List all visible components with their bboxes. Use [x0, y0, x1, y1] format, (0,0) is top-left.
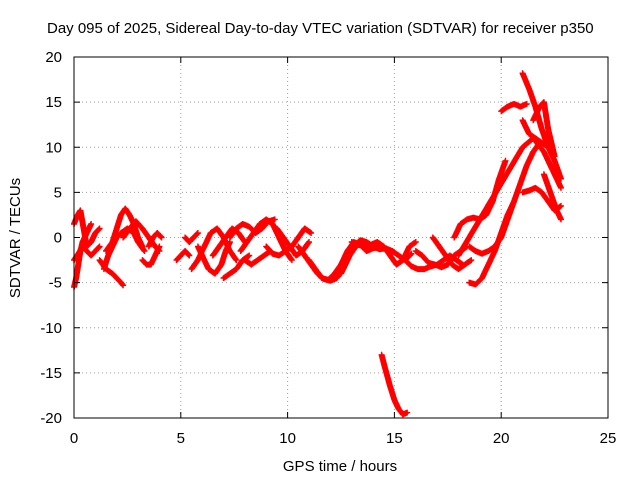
x-tick-label: 0: [70, 430, 78, 447]
axis-ticks: 0 5 10 15 20 25 -20 -15 -10 -5 0 5 10 15 20: [40, 49, 616, 447]
series-sat-h: [139, 243, 163, 268]
series-sat-ad: [466, 139, 543, 257]
x-tick-label: 25: [600, 430, 617, 447]
series-sat-ai: [519, 117, 552, 151]
data-markers: [429, 234, 475, 273]
series-sat-i: [145, 230, 165, 250]
series-sat-e: [96, 257, 127, 289]
chart-title: Day 095 of 2025, Sidereal Day-to-day VTE…: [47, 20, 594, 37]
y-tick-label: 20: [45, 49, 62, 66]
data-markers: [466, 198, 517, 288]
series-sat-r: [241, 248, 274, 268]
data-markers: [378, 351, 411, 418]
data-markers: [173, 248, 193, 264]
data-markers: [145, 230, 165, 250]
data-markers: [139, 243, 163, 268]
series-sat-ag: [498, 100, 530, 115]
data-markers: [530, 99, 558, 160]
series-sat-ab: [429, 234, 475, 273]
data-markers: [466, 139, 543, 257]
data-markers: [519, 117, 552, 151]
y-tick-label: -5: [49, 275, 62, 292]
y-tick-label: 15: [45, 94, 62, 111]
data-points: [71, 70, 564, 418]
series-sat-y: [378, 351, 411, 418]
x-tick-label: 20: [493, 430, 510, 447]
series-sat-x: [348, 239, 419, 268]
data-markers: [455, 135, 564, 259]
y-tick-label: -20: [40, 410, 62, 427]
data-markers: [241, 248, 274, 268]
data-markers: [348, 239, 419, 268]
y-tick-label: -10: [40, 320, 62, 337]
data-markers: [263, 225, 315, 259]
x-axis-title: GPS time / hours: [283, 458, 397, 475]
series-sat-ae: [466, 198, 517, 288]
data-markers: [498, 100, 530, 115]
series-sat-m: [194, 239, 233, 277]
data-markers: [96, 257, 127, 289]
x-tick-label: 15: [386, 430, 403, 447]
data-markers: [540, 171, 564, 223]
y-tick-label: -15: [40, 365, 62, 382]
data-markers: [194, 239, 233, 277]
y-tick-label: 0: [54, 230, 62, 247]
y-axis-title: SDTVAR / TECUs: [7, 178, 24, 298]
series-sat-al: [540, 171, 564, 223]
series-sat-af: [455, 135, 564, 259]
x-tick-label: 5: [177, 430, 185, 447]
series-sat-k: [182, 230, 201, 245]
series-sat-aj: [530, 99, 558, 160]
y-tick-label: 10: [45, 139, 62, 156]
series-sat-j: [173, 248, 193, 264]
x-tick-label: 10: [279, 430, 296, 447]
data-markers: [182, 230, 201, 245]
y-tick-label: 5: [54, 184, 62, 201]
series-sat-s: [263, 225, 315, 259]
